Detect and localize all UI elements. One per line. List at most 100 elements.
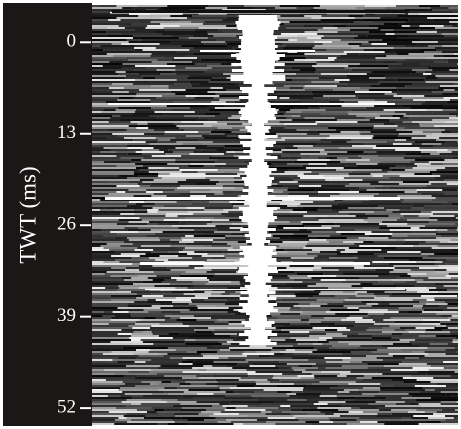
texture <box>336 119 370 121</box>
texture <box>112 293 137 295</box>
texture <box>92 317 112 319</box>
texture <box>406 139 437 141</box>
texture <box>196 305 217 307</box>
texture <box>246 369 294 371</box>
texture <box>219 349 231 351</box>
texture <box>92 323 109 325</box>
texture <box>232 47 241 49</box>
texture <box>311 171 352 173</box>
texture <box>435 335 458 337</box>
texture <box>171 109 210 111</box>
texture <box>421 253 435 255</box>
texture <box>427 255 458 257</box>
texture <box>271 315 312 317</box>
texture <box>266 25 304 27</box>
texture <box>328 417 360 419</box>
burst <box>241 42 275 45</box>
texture <box>402 333 451 335</box>
texture <box>382 359 424 361</box>
texture <box>140 245 171 247</box>
texture <box>92 355 139 357</box>
texture <box>367 363 399 365</box>
texture <box>224 147 252 149</box>
texture <box>274 353 285 355</box>
texture <box>208 201 230 203</box>
texture <box>147 299 156 301</box>
texture <box>281 155 312 157</box>
texture <box>449 69 458 71</box>
texture <box>422 307 448 309</box>
texture <box>366 129 397 131</box>
texture <box>413 415 446 417</box>
texture <box>360 283 373 285</box>
texture <box>412 367 444 369</box>
texture <box>370 161 380 163</box>
texture <box>418 345 458 347</box>
burst <box>238 45 278 48</box>
texture <box>356 377 372 379</box>
texture <box>446 183 458 185</box>
texture <box>340 55 378 57</box>
texture <box>193 235 226 237</box>
texture <box>92 5 101 7</box>
texture <box>404 241 426 243</box>
texture <box>363 219 398 221</box>
texture <box>233 417 268 419</box>
texture <box>352 69 395 71</box>
texture <box>283 113 322 115</box>
texture <box>115 251 152 253</box>
texture <box>286 77 303 79</box>
texture <box>174 83 191 85</box>
texture <box>133 35 173 37</box>
texture <box>453 53 458 55</box>
texture <box>381 189 417 191</box>
texture <box>271 143 318 145</box>
texture <box>369 119 390 121</box>
texture <box>404 69 413 71</box>
texture <box>368 89 398 91</box>
texture <box>112 359 152 361</box>
texture <box>119 385 136 387</box>
texture <box>335 323 374 325</box>
texture <box>348 65 357 67</box>
texture <box>302 281 342 283</box>
texture <box>214 329 244 331</box>
texture <box>397 285 415 287</box>
texture <box>376 357 406 359</box>
texture <box>117 361 135 363</box>
texture <box>205 177 234 179</box>
texture <box>92 217 140 219</box>
texture <box>136 93 176 95</box>
texture <box>206 369 247 371</box>
texture <box>92 97 119 99</box>
texture <box>302 311 326 313</box>
y-axis-label: TWT (ms) <box>15 166 40 263</box>
texture <box>389 119 433 121</box>
texture <box>373 323 395 325</box>
texture <box>359 53 398 55</box>
texture <box>431 211 458 213</box>
texture <box>340 161 371 163</box>
texture <box>312 65 349 67</box>
texture <box>110 81 151 83</box>
texture <box>402 121 413 123</box>
texture <box>432 111 458 113</box>
texture <box>277 287 292 289</box>
texture <box>409 341 453 343</box>
texture <box>127 143 150 145</box>
texture <box>311 373 340 375</box>
texture <box>330 309 360 311</box>
texture <box>354 17 381 19</box>
texture <box>320 411 333 413</box>
texture <box>362 179 401 181</box>
texture <box>348 113 363 115</box>
texture <box>206 277 244 279</box>
texture <box>205 7 228 9</box>
texture <box>170 15 180 17</box>
texture <box>357 347 388 349</box>
texture <box>161 33 208 35</box>
texture <box>115 419 132 421</box>
texture <box>405 329 426 331</box>
texture <box>434 125 458 127</box>
texture <box>139 217 186 219</box>
